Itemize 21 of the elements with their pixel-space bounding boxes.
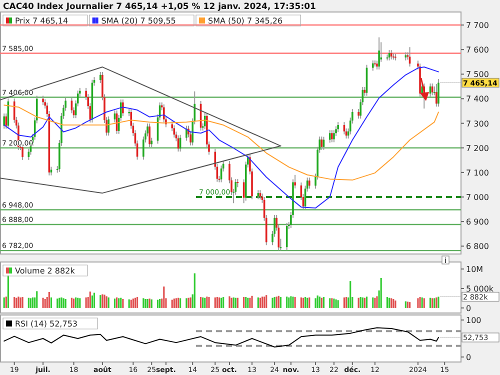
chart-title: CAC40 Index Journalier 7 465,14 +1,05 % 12 janv. 2024, 17:35:01 [3,2,316,12]
y-tick-label: 7 200 [466,144,489,153]
legend-label: SMA (20) 7 509,55 [101,16,176,26]
y-tick-label: 7 700 [466,21,489,30]
y-tick-label: 7 600 [466,46,489,55]
y-tick-label: 5 000k [466,284,494,294]
legend-label: Prix 7 465,14 [15,16,68,26]
y-tick-label: 100 [466,316,482,325]
legend-label: RSI (14) 52,753 [15,320,78,328]
legend-label: SMA (50) 7 345,26 [208,16,283,26]
y-tick-label: 7 300 [466,119,489,128]
y-tick-label: 7 400 [466,94,489,104]
y-tick-label: 7 500 [466,70,489,80]
y-tick-label: 7 000 [466,193,489,202]
y-tick-label: 10M [466,265,484,274]
legend-label: Volume 2 882k [15,266,76,276]
y-tick-label: 0 [466,304,472,313]
y-tick-label: 6 900 [466,218,489,227]
y-tick-label: 7 100 [466,168,489,178]
y-tick-label: 0 [466,353,472,362]
y-tick-label: 6 800 [466,242,489,252]
